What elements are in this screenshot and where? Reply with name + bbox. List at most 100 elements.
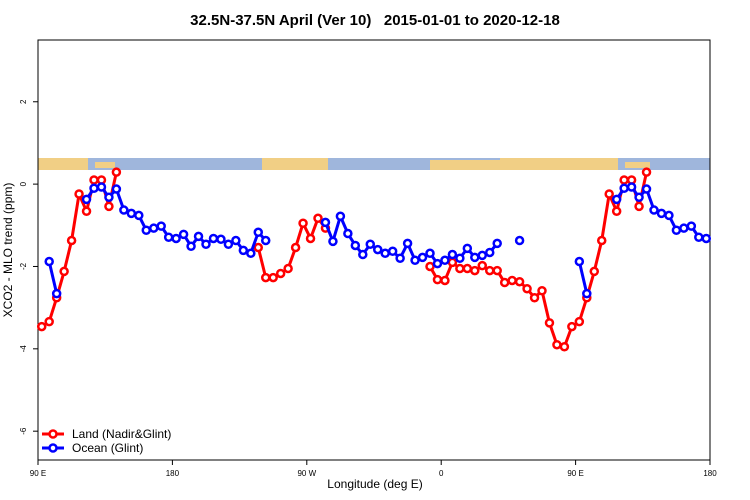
data-point <box>111 167 122 177</box>
y-tick-label: -2 <box>19 262 28 270</box>
data-point <box>335 211 346 221</box>
legend-label: Land (Nadir&Glint) <box>72 427 171 441</box>
data-point <box>89 175 99 185</box>
data-point <box>619 183 629 193</box>
data-point <box>305 233 316 244</box>
x-axis-label: Longitude (deg E) <box>327 477 422 491</box>
data-point <box>402 238 413 249</box>
data-point <box>447 249 458 260</box>
data-point <box>44 256 54 267</box>
data-point <box>410 255 420 266</box>
data-point <box>89 183 99 193</box>
data-point <box>253 242 264 253</box>
data-point <box>611 194 622 205</box>
data-point <box>298 218 308 228</box>
land-strip <box>95 162 115 168</box>
data-point <box>96 182 107 192</box>
legend: Land (Nadir&Glint)Ocean (Glint) <box>42 427 171 455</box>
legend-label: Ocean (Glint) <box>72 441 143 455</box>
data-point <box>141 225 152 235</box>
data-point <box>111 184 122 194</box>
data-point <box>679 223 689 233</box>
data-point <box>462 243 473 254</box>
data-point <box>611 206 622 217</box>
land-strip <box>262 158 328 170</box>
data-point <box>462 263 473 274</box>
data-point <box>290 242 301 253</box>
data-point <box>455 263 465 274</box>
data-point <box>484 265 495 276</box>
data-point <box>544 318 555 328</box>
data-point <box>641 167 652 177</box>
data-point <box>208 233 219 244</box>
data-point <box>447 257 458 268</box>
data-point <box>507 275 517 286</box>
data-point <box>641 184 652 194</box>
x-tick-label: 90 E <box>567 469 583 478</box>
data-point <box>589 266 600 277</box>
data-point <box>470 252 480 263</box>
data-point <box>238 245 249 256</box>
legend-swatch-marker <box>48 429 58 439</box>
data-point <box>552 339 562 350</box>
x-tick-label: 180 <box>166 469 180 478</box>
data-point <box>283 263 293 274</box>
data-point <box>671 225 682 235</box>
data-point <box>193 231 204 242</box>
data-point <box>74 189 84 199</box>
y-tick-label: -4 <box>19 345 28 353</box>
data-point <box>694 232 704 242</box>
data-point <box>268 272 278 283</box>
data-point <box>156 221 166 231</box>
land-strip <box>38 158 88 170</box>
data-point <box>372 244 383 255</box>
data-point <box>380 248 390 259</box>
data-point <box>432 274 443 285</box>
data-point <box>522 283 532 294</box>
data-point <box>253 227 264 238</box>
data-point <box>656 208 667 219</box>
data-point <box>492 238 502 249</box>
data-point <box>559 342 570 352</box>
chart-title: 32.5N-37.5N April (Ver 10) 2015-01-01 to… <box>190 12 560 29</box>
plot-frame <box>37 39 711 461</box>
data-point <box>604 189 614 199</box>
data-point <box>395 253 405 263</box>
data-point <box>66 235 77 246</box>
y-tick-label: 0 <box>19 181 28 186</box>
data-point <box>634 192 644 203</box>
data-point <box>343 228 353 239</box>
data-point <box>477 250 488 261</box>
data-point <box>499 277 510 288</box>
data-point <box>701 233 712 244</box>
data-point <box>365 239 376 249</box>
data-point <box>81 206 92 217</box>
x-tick-label: 180 <box>703 469 717 478</box>
land-strip <box>500 158 618 170</box>
data-point <box>148 223 159 233</box>
data-point <box>649 205 659 215</box>
land-strip <box>430 160 500 170</box>
data-point <box>417 252 428 263</box>
data-point <box>484 247 495 258</box>
data-point <box>163 232 174 242</box>
data-point <box>596 235 607 246</box>
data-point <box>574 256 585 267</box>
data-point <box>275 268 286 279</box>
data-point <box>432 258 443 269</box>
data-point <box>171 233 181 244</box>
data-point <box>81 194 92 205</box>
data-point <box>201 239 211 249</box>
y-tick-label: -6 <box>19 427 28 435</box>
data-point <box>126 208 137 219</box>
x-tick-label: 90 W <box>297 469 316 478</box>
data-point <box>440 255 450 266</box>
data-point <box>51 288 62 299</box>
data-point <box>425 248 435 259</box>
data-point <box>582 288 592 299</box>
data-point <box>387 246 398 256</box>
data-point <box>514 235 525 246</box>
data-point <box>425 261 435 272</box>
data-point <box>529 293 540 303</box>
data-point <box>260 235 271 246</box>
